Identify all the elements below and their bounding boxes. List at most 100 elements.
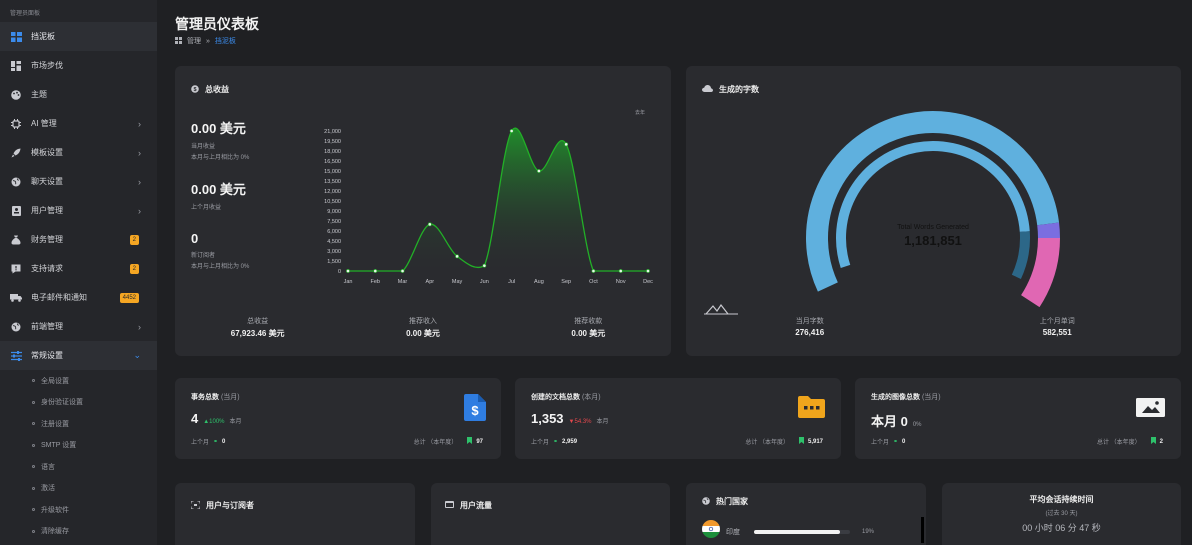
finance-badge: 2 (129, 234, 139, 245)
india-flag-icon (702, 520, 720, 543)
words-card: 生成的字数 Total Words Generated 1,181,851 当月… (686, 66, 1181, 356)
sidebar-subitem-clear-cache[interactable]: 清除缓存 (0, 521, 157, 543)
rocket-icon (10, 147, 22, 159)
breadcrumb-root[interactable]: 管理 (187, 38, 201, 45)
data-point[interactable] (618, 269, 623, 273)
documents-total-value: 5,917 (807, 438, 823, 445)
x-tick-label: Sep (561, 279, 571, 285)
image-icon (1136, 398, 1165, 422)
page-title: 管理员仪表板 (175, 16, 259, 32)
gauge-inner-dark-arc (1011, 231, 1030, 279)
title-text: 用户与订阅者 (206, 501, 254, 510)
tasks-change: ▲100% (203, 419, 225, 425)
subitem-label: 激活 (41, 485, 55, 493)
y-tick-label: 10,500 (324, 199, 341, 205)
data-point[interactable] (373, 269, 378, 273)
sidebar-subitem-upgrade[interactable]: 升级软件 (0, 499, 157, 521)
users-card-title: 用户与订阅者 (190, 500, 254, 511)
subitem-label: 全局设置 (41, 377, 69, 385)
sidebar-item-dashboard[interactable]: 挡泥板 (0, 22, 157, 51)
footer-label: 上个月单词 (1039, 318, 1075, 325)
tasks-card-title: 事务总数 (当月) (191, 392, 240, 402)
sidebar-subitem-activation[interactable]: 激活 (0, 478, 157, 500)
revenue-current-block: 0.00 美元 当月收益 本月与上月相比为 0% (191, 118, 249, 161)
sidebar-item-label: 支持请求 (31, 264, 63, 273)
x-tick-label: Dec (643, 279, 653, 285)
documents-change-suffix: 本月 (596, 419, 609, 425)
title-suffix: (当月) (921, 394, 941, 401)
revenue-card-title: $ 总收益 (191, 84, 229, 95)
sidebar-item-finance[interactable]: 财务管理 2 (0, 225, 157, 254)
gauge-center-label: Total Words Generated (897, 224, 969, 231)
sidebar-item-theme[interactable]: 主题 (0, 80, 157, 109)
data-point[interactable] (646, 269, 650, 273)
svg-text:$: $ (471, 403, 479, 418)
sidebar-title: 管理员面板 (10, 11, 41, 17)
revenue-prev-amount: 0.00 美元 (191, 182, 246, 197)
chevron-right-icon: › (138, 205, 141, 216)
data-point[interactable] (455, 254, 459, 259)
sidebar-item-general-settings[interactable]: 常规设置 ⌄ (0, 341, 157, 370)
globe-icon (10, 176, 22, 188)
sidebar-item-users[interactable]: 用户管理 › (0, 196, 157, 225)
top-countries-card: 热门国家 印度 19% (686, 483, 926, 545)
data-point[interactable] (591, 269, 596, 273)
sidebar-subitem-registration-settings[interactable]: 注册设置 (0, 413, 157, 435)
title-text: 创建的文档总数 (531, 394, 580, 401)
dashboard-icon (10, 31, 22, 43)
sidebar-item-ai[interactable]: AI 管理 › (0, 109, 157, 138)
revenue-orders-block: 0 新订阅者 本月与上月相比为 0% (191, 231, 249, 270)
revenue-footer-referral-income: 推荐收入 0.00 美元 (340, 316, 505, 339)
words-title-text: 生成的字数 (719, 85, 759, 94)
sidebar-item-label: 电子邮件和通知 (31, 293, 87, 302)
sidebar-subitem-language[interactable]: 语言 (0, 456, 157, 478)
y-tick-label: 18,000 (324, 149, 341, 155)
documents-change: ▼54.3% (568, 419, 592, 425)
link-icon: ⚭ (213, 439, 219, 445)
data-point[interactable] (509, 129, 514, 133)
y-tick-label: 1,500 (327, 259, 341, 265)
sidebar-item-marketplace[interactable]: 市场步伐 (0, 51, 157, 80)
subitem-label: SMTP 设置 (41, 442, 77, 450)
country-percent: 19% (862, 528, 875, 535)
tasks-prev-row: 上个月 ⚭ 0 (191, 437, 225, 447)
sidebar-item-chat[interactable]: 聊天设置 › (0, 167, 157, 196)
data-point[interactable] (537, 169, 541, 173)
revenue-footer: 总收益 67,923.46 美元 推荐收入 0.00 美元 推荐收款 0.00 … (175, 316, 671, 339)
traffic-card: 用户流量 (431, 483, 670, 545)
sidebar-item-frontend[interactable]: 前端管理 › (0, 312, 157, 341)
data-point[interactable] (564, 142, 569, 147)
data-point[interactable] (400, 269, 405, 273)
sidebar: 管理员面板 挡泥板 市场步伐 主题 AI 管理 › 模板设置 › 聊天设置 › (0, 0, 157, 545)
session-subtitle: (过去 30 天) (1045, 511, 1078, 517)
link-icon: ⚭ (893, 439, 899, 445)
images-prev-row: 上个月 ⚭ 0 (871, 437, 905, 447)
sidebar-subitem-auth-settings[interactable]: 身份验证设置 (0, 392, 157, 414)
data-point[interactable] (427, 222, 432, 227)
sidebar-item-email[interactable]: 电子邮件和通知 4452 (0, 283, 157, 312)
sidebar-item-label: 常规设置 (31, 351, 63, 360)
sidebar-item-label: 财务管理 (31, 235, 63, 244)
scrollbar-thumb[interactable] (921, 517, 924, 543)
words-footer: 当月字数 276,416 上个月单词 582,551 (686, 316, 1181, 337)
footer-value: 67,923.46 美元 (230, 329, 285, 338)
y-tick-label: 6,000 (327, 229, 341, 235)
y-tick-label: 3,000 (327, 249, 341, 255)
x-tick-label: Mar (398, 279, 408, 285)
palette-icon (10, 89, 22, 101)
sidebar-item-label: 聊天设置 (31, 177, 63, 186)
documents-card-title: 创建的文档总数 (本月) (531, 392, 601, 402)
marketplace-icon (10, 60, 22, 72)
sidebar-item-templates[interactable]: 模板设置 › (0, 138, 157, 167)
words-gauge: Total Words Generated 1,181,851 (704, 111, 1060, 315)
documents-total-label: 总计 （本年度） (745, 440, 789, 446)
sidebar-item-support[interactable]: 支持请求 2 (0, 254, 157, 283)
sidebar-subitem-smtp-settings[interactable]: SMTP 设置 (0, 435, 157, 457)
data-point[interactable] (482, 263, 487, 268)
tasks-total-value: 97 (476, 438, 483, 445)
session-title: 平均会话持续时间 (1029, 495, 1094, 504)
sidebar-subitem-global-settings[interactable]: 全局设置 (0, 370, 157, 392)
data-point[interactable] (346, 269, 350, 273)
bullet-icon (32, 379, 35, 383)
y-tick-label: 4,500 (327, 239, 341, 245)
